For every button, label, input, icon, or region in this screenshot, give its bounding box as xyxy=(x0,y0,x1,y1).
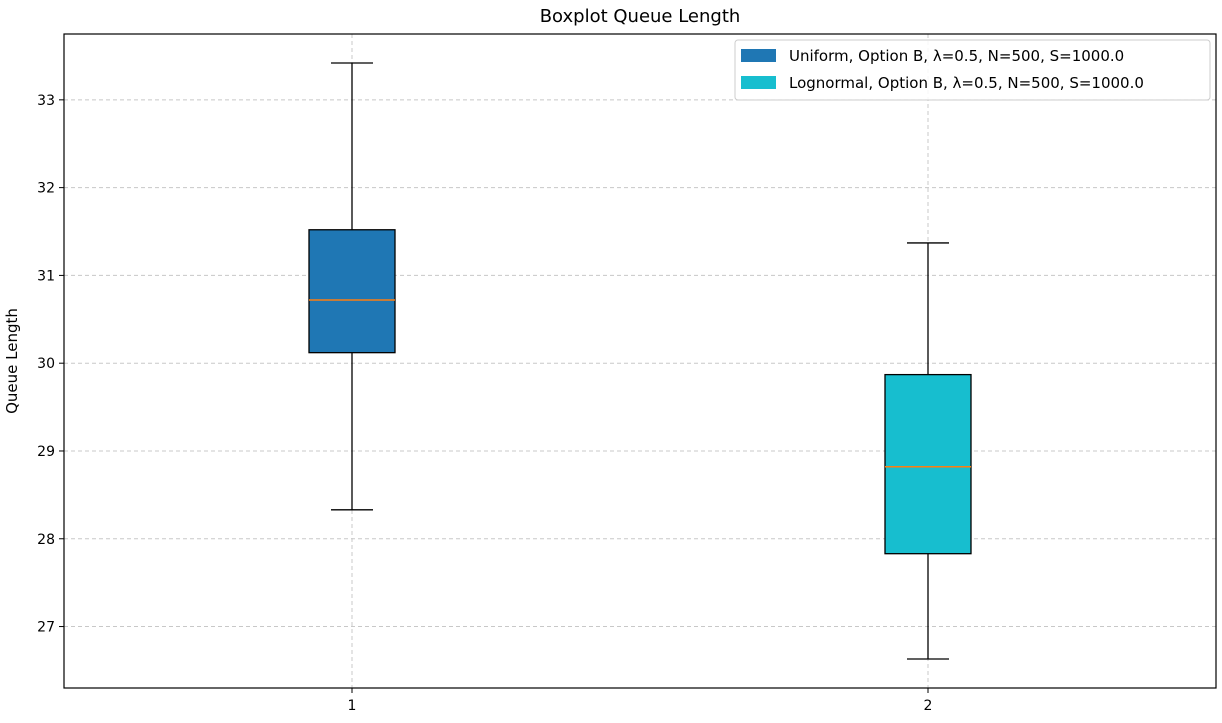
grid xyxy=(64,34,1216,688)
y-tick-label: 27 xyxy=(37,620,55,636)
box-iqr xyxy=(884,373,972,555)
legend-swatch xyxy=(741,49,776,62)
y-axis-label: Queue Length xyxy=(3,308,21,414)
chart-title: Boxplot Queue Length xyxy=(540,6,741,27)
x-tick-label: 2 xyxy=(924,698,933,714)
legend: Uniform, Option B, λ=0.5, N=500, S=1000.… xyxy=(734,39,1211,101)
box-1 xyxy=(308,62,396,511)
y-tick-label: 33 xyxy=(37,93,55,109)
plot-frame xyxy=(63,33,1217,689)
box-2 xyxy=(884,242,972,660)
y-tick-label: 32 xyxy=(37,181,55,197)
y-tick-label: 29 xyxy=(37,444,55,460)
legend-swatch xyxy=(741,76,776,89)
x-tick-label: 1 xyxy=(348,698,357,714)
y-tick-label: 30 xyxy=(37,356,55,372)
boxes xyxy=(308,62,972,660)
y-tick-label: 28 xyxy=(37,532,55,548)
y-tick-label: 31 xyxy=(37,268,55,284)
legend-frame xyxy=(734,39,1211,101)
legend-label: Lognormal, Option B, λ=0.5, N=500, S=100… xyxy=(789,74,1144,92)
ticks: 27 28 29 30 31 32 33 1 2 xyxy=(37,93,932,714)
legend-label: Uniform, Option B, λ=0.5, N=500, S=1000.… xyxy=(789,47,1124,65)
box-iqr xyxy=(308,229,396,354)
